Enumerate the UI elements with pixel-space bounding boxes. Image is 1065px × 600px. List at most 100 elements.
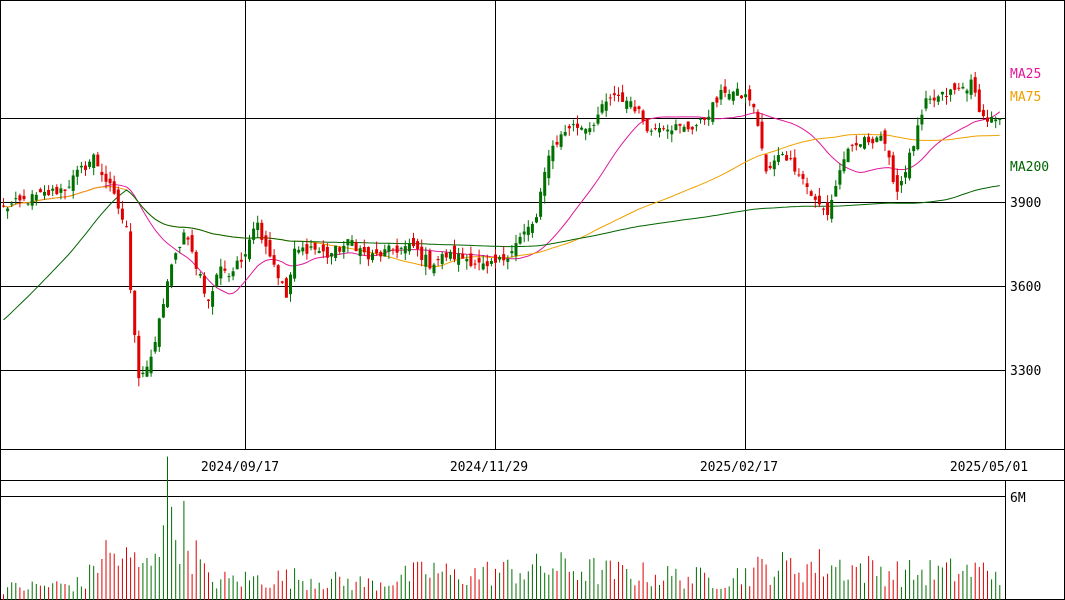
volume-bar	[322, 589, 324, 600]
volume-bar	[499, 572, 501, 600]
volume-bar	[236, 581, 238, 600]
candle-body	[600, 104, 604, 113]
volume-bar	[802, 582, 804, 600]
candle-body	[485, 261, 489, 267]
volume-bar	[97, 572, 99, 600]
candle-body	[104, 173, 108, 182]
candle-body	[264, 235, 268, 247]
candle-body	[748, 89, 752, 101]
volume-bar	[667, 566, 669, 600]
candle-body	[580, 127, 584, 130]
candle-body	[248, 239, 251, 260]
candle-body	[416, 241, 420, 249]
volume-bar	[831, 565, 833, 600]
candle-body	[563, 131, 567, 136]
candle-body	[846, 148, 850, 163]
x-tick-label: 2024/09/17	[201, 460, 279, 475]
volume-bar	[372, 580, 373, 600]
candle-body	[59, 188, 63, 193]
volume-bar	[167, 456, 168, 600]
volume-bar	[347, 578, 349, 600]
candle-body	[260, 222, 264, 240]
volume-bar	[663, 580, 665, 600]
volume-bar	[909, 559, 911, 600]
volume-bar	[11, 582, 13, 600]
volume-bar	[220, 579, 222, 600]
volume-bar	[39, 585, 41, 600]
candle-body	[768, 165, 772, 169]
volume-bar	[835, 567, 837, 600]
volume-bar	[212, 581, 214, 600]
candle-body	[215, 274, 219, 287]
volume-bar	[15, 582, 17, 600]
candle-body	[629, 101, 633, 108]
volume-bar	[232, 575, 234, 600]
volume-bar	[48, 587, 50, 600]
candle-body	[653, 128, 657, 130]
candle-body	[432, 264, 436, 274]
volume-bar	[556, 570, 558, 600]
volume-bar	[290, 588, 291, 600]
candle-body	[14, 198, 18, 200]
candle-body	[674, 124, 678, 130]
y-tick-label: 3600	[1010, 280, 1041, 295]
volume-bar	[199, 559, 201, 600]
volume-bar	[905, 569, 906, 600]
volume-bar	[568, 571, 570, 600]
candle-body	[202, 275, 206, 294]
volume-bar	[495, 568, 496, 600]
candle-body	[268, 240, 272, 257]
volume-bar	[195, 540, 197, 600]
candle-body	[407, 243, 411, 252]
volume-bar	[162, 525, 164, 600]
candle-body	[252, 228, 256, 240]
volume-bar	[68, 585, 70, 600]
candle-body	[178, 247, 182, 249]
candle-body	[120, 208, 124, 220]
candle-body	[756, 111, 760, 126]
candle-body	[957, 87, 961, 89]
volume-bar	[318, 582, 320, 600]
volume-bar	[56, 581, 58, 600]
volume-bar	[749, 586, 751, 600]
candle-body	[617, 94, 620, 96]
legend: MA25 MA75 MA200	[1010, 67, 1049, 175]
candle-body	[834, 185, 838, 197]
candle-body	[145, 366, 149, 377]
volume-bar	[704, 572, 706, 600]
candle-body	[998, 118, 1002, 120]
volume-bar	[868, 556, 870, 600]
candle-body	[494, 254, 497, 263]
candle-body	[489, 261, 493, 264]
volume-bar	[540, 566, 542, 600]
volume-bar	[89, 564, 91, 600]
volume-bar	[777, 570, 779, 600]
volume-bar	[269, 587, 271, 600]
x-tick-label: 2025/05/01	[950, 460, 1028, 475]
candle-body	[481, 263, 485, 270]
volume-bar	[806, 564, 808, 600]
volume-bar	[618, 561, 619, 600]
volume-bar	[966, 564, 968, 600]
candle-body	[358, 248, 362, 257]
candle-body	[662, 128, 666, 130]
volume-bar	[183, 500, 185, 600]
candle-body	[371, 253, 374, 261]
candle-body	[875, 137, 879, 142]
candle-body	[908, 152, 912, 179]
candle-body	[719, 89, 723, 100]
volume-bar	[654, 574, 656, 600]
volume-bar	[240, 586, 242, 600]
volume-bar	[859, 563, 861, 600]
volume-bar	[408, 581, 410, 600]
volume-bar	[585, 580, 587, 600]
candle-body	[387, 245, 391, 252]
candle-body	[383, 249, 387, 257]
volume-bar	[531, 564, 533, 600]
candle-body	[567, 126, 571, 129]
candle-body	[133, 290, 137, 335]
candle-body	[325, 246, 329, 258]
candle-body	[621, 92, 625, 102]
candle-body	[362, 247, 366, 253]
